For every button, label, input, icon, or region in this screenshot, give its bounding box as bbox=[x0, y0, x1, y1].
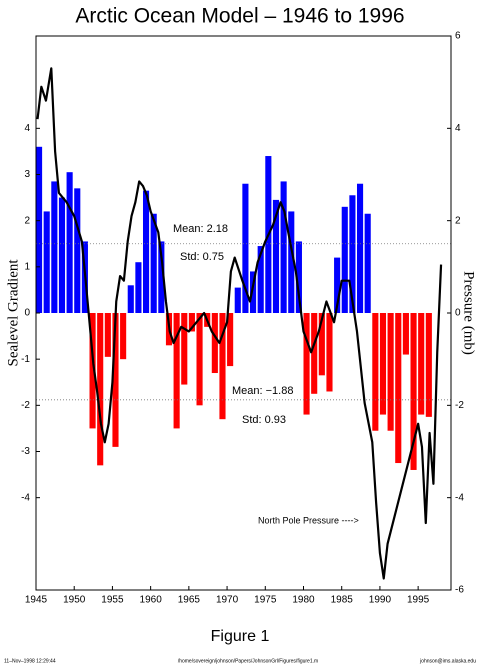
x-tick-label: 1950 bbox=[63, 595, 86, 606]
y-axis-label: Sealevel Gradient bbox=[5, 259, 21, 367]
bar bbox=[318, 313, 325, 376]
bar bbox=[36, 146, 43, 313]
bar bbox=[425, 313, 432, 417]
bar bbox=[364, 213, 371, 313]
y2-tick-label: -6 bbox=[455, 585, 464, 596]
bar bbox=[295, 241, 302, 313]
bar bbox=[43, 211, 50, 313]
x-tick-label: 1980 bbox=[292, 595, 315, 606]
x-tick-label: 1965 bbox=[178, 595, 201, 606]
bar bbox=[303, 313, 310, 415]
annotation: Std: 0.75 bbox=[180, 251, 224, 263]
pressure-line bbox=[36, 67, 443, 580]
bar bbox=[341, 206, 348, 313]
y-tick-label: -1 bbox=[21, 354, 30, 365]
y-tick-label: -3 bbox=[21, 446, 30, 457]
bar bbox=[66, 172, 73, 313]
y2-tick-label: 6 bbox=[455, 31, 461, 42]
x-tick-label: 1945 bbox=[25, 595, 48, 606]
bar bbox=[272, 199, 280, 313]
bar bbox=[249, 271, 257, 313]
bar bbox=[257, 246, 264, 313]
y2-tick-label: 0 bbox=[455, 308, 461, 319]
x-tick-label: 1995 bbox=[407, 595, 430, 606]
bar bbox=[58, 197, 66, 313]
bar bbox=[97, 313, 104, 466]
y2-axis-label: Pressure (mb) bbox=[461, 271, 477, 355]
bar bbox=[311, 313, 318, 394]
bar bbox=[349, 195, 356, 313]
bar bbox=[387, 313, 394, 431]
bar bbox=[211, 313, 218, 374]
bar bbox=[196, 313, 203, 406]
x-tick-label: 1990 bbox=[369, 595, 392, 606]
x-tick-label: 1985 bbox=[331, 595, 354, 606]
bar bbox=[280, 181, 287, 313]
footer-email: johnson@ims.alaska.edu bbox=[419, 658, 476, 664]
bar bbox=[234, 287, 241, 313]
bar bbox=[158, 241, 165, 313]
y2-tick-label: -4 bbox=[455, 492, 464, 503]
y-tick-label: -4 bbox=[21, 492, 30, 503]
y-tick-label: 2 bbox=[24, 215, 30, 226]
bar bbox=[219, 313, 226, 420]
bar bbox=[120, 313, 127, 360]
bar bbox=[142, 190, 150, 313]
bar bbox=[402, 313, 409, 355]
y2-tick-label: -2 bbox=[455, 400, 464, 411]
bar bbox=[326, 313, 333, 392]
chart-title: Arctic Ocean Model – 1946 to 1996 bbox=[75, 5, 404, 28]
bar bbox=[51, 181, 58, 313]
bar bbox=[242, 183, 249, 313]
bar bbox=[127, 285, 134, 313]
y2-tick-label: 2 bbox=[455, 215, 461, 226]
bar bbox=[356, 183, 364, 313]
y-tick-label: 3 bbox=[24, 169, 30, 180]
footer-date: 11–Nov–1998 12:29:44 bbox=[4, 658, 56, 664]
annotation: Mean: −1.88 bbox=[232, 385, 293, 397]
bar bbox=[334, 257, 341, 313]
x-tick-label: 1970 bbox=[216, 595, 239, 606]
bar bbox=[410, 313, 417, 470]
annotation: Mean: 2.18 bbox=[173, 223, 228, 235]
y-tick-label: -2 bbox=[21, 400, 30, 411]
x-tick-label: 1975 bbox=[254, 595, 277, 606]
footer-path: /home/sovereign/johnson/Papers/JohnsonGr… bbox=[178, 658, 318, 664]
bar bbox=[188, 313, 195, 332]
x-tick-label: 1955 bbox=[101, 595, 124, 606]
bar bbox=[104, 313, 111, 357]
bar bbox=[227, 313, 234, 367]
bar bbox=[288, 211, 295, 313]
bar bbox=[418, 313, 425, 415]
y-tick-label: 4 bbox=[24, 123, 30, 134]
y-tick-label: 0 bbox=[24, 308, 30, 319]
bar bbox=[74, 188, 81, 313]
bar bbox=[395, 313, 402, 464]
bar bbox=[372, 313, 379, 431]
figure-caption: Figure 1 bbox=[211, 628, 270, 645]
x-tick-label: 1960 bbox=[140, 595, 163, 606]
bar bbox=[181, 313, 188, 385]
bar bbox=[135, 262, 142, 313]
bar bbox=[89, 313, 96, 429]
bar bbox=[173, 313, 180, 429]
bar bbox=[112, 313, 119, 447]
bar bbox=[150, 213, 157, 313]
y2-tick-label: 4 bbox=[455, 123, 461, 134]
bar bbox=[379, 313, 387, 415]
annotation: North Pole Pressure ----> bbox=[258, 515, 359, 525]
annotation: Std: 0.93 bbox=[242, 414, 286, 426]
y-tick-label: 1 bbox=[24, 261, 30, 272]
